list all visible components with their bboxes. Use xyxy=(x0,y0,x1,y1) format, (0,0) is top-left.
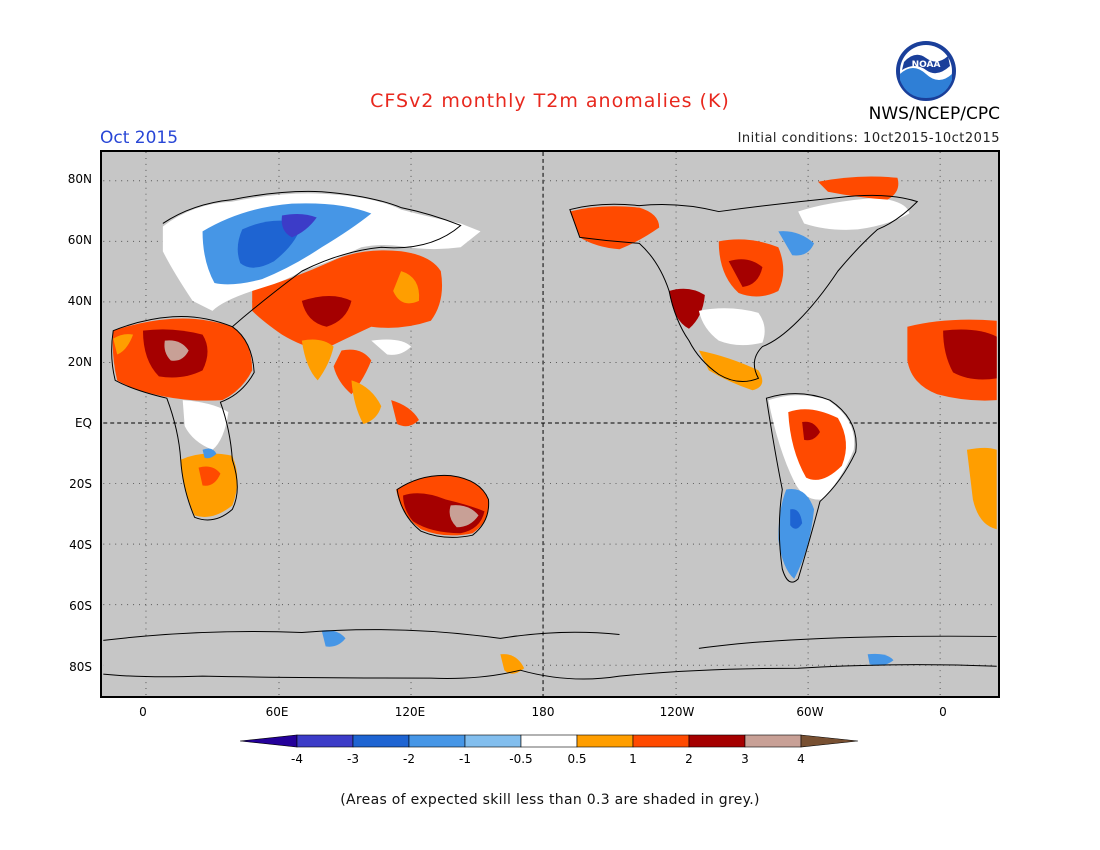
map-title: CFSv2 monthly T2m anomalies (K) xyxy=(370,90,730,112)
lat-label-eq: EQ xyxy=(74,416,92,430)
colorbar-label: 2 xyxy=(685,752,693,766)
lon-label-120e: 120E xyxy=(394,705,426,719)
skill-note: (Areas of expected skill less than 0.3 a… xyxy=(340,792,760,808)
lat-label-40s: 40S xyxy=(69,538,92,552)
lat-label-40n: 40N xyxy=(67,294,92,308)
lat-label-20n: 20N xyxy=(67,355,92,369)
lon-label-180: 180 xyxy=(531,705,555,719)
australia-anomalies xyxy=(396,475,489,536)
lon-label-0-right: 0 xyxy=(939,705,947,719)
lat-label-20s: 20S xyxy=(69,477,92,491)
africa-wrap-anomalies xyxy=(907,319,997,530)
colorbar-label: 0.5 xyxy=(567,752,587,766)
colorbar-swatch xyxy=(352,734,410,748)
lat-label-80n: 80N xyxy=(67,172,92,186)
colorbar xyxy=(240,734,859,748)
forecast-month: Oct 2015 xyxy=(100,128,179,148)
colorbar-swatch xyxy=(744,734,802,748)
colorbar-swatch xyxy=(688,734,746,748)
colorbar-label: -2 xyxy=(403,752,415,766)
colorbar-label: -1 xyxy=(459,752,471,766)
eurasia-anomalies xyxy=(162,193,481,395)
logo-text: NOAA xyxy=(912,60,941,70)
colorbar-swatch xyxy=(632,734,690,748)
africa-anomalies xyxy=(112,318,253,517)
lon-label-60e: 60E xyxy=(265,705,289,719)
antarctica-anomalies xyxy=(103,629,894,679)
lat-label-60s: 60S xyxy=(69,599,92,613)
colorbar-swatch xyxy=(520,734,578,748)
agency-label: NWS/NCEP/CPC xyxy=(868,104,1000,124)
colorbar-swatch xyxy=(408,734,466,748)
lon-label-0: 0 xyxy=(139,705,147,719)
coastlines xyxy=(103,190,997,680)
anomaly-map xyxy=(100,150,1000,698)
colorbar-arrow-high xyxy=(800,734,859,748)
colorbar-label: -4 xyxy=(291,752,303,766)
south-america-anomalies xyxy=(768,395,855,579)
colorbar-swatch xyxy=(576,734,634,748)
colorbar-arrow-low xyxy=(240,734,298,748)
colorbar-label: 3 xyxy=(741,752,749,766)
colorbar-label: 1 xyxy=(629,752,637,766)
noaa-logo: NOAA xyxy=(896,41,956,101)
colorbar-label: -0.5 xyxy=(509,752,533,766)
colorbar-swatch xyxy=(464,734,522,748)
initial-conditions: Initial conditions: 10ct2015-10ct2015 xyxy=(737,131,1000,146)
lat-label-60n: 60N xyxy=(67,233,92,247)
colorbar-label: -3 xyxy=(347,752,359,766)
lat-label-80s: 80S xyxy=(69,660,92,674)
lon-label-120w: 120W xyxy=(659,705,695,719)
colorbar-label: 4 xyxy=(797,752,805,766)
lon-label-60w: 60W xyxy=(796,705,824,719)
colorbar-swatch xyxy=(296,734,354,748)
south-asia-anomalies xyxy=(301,339,419,427)
